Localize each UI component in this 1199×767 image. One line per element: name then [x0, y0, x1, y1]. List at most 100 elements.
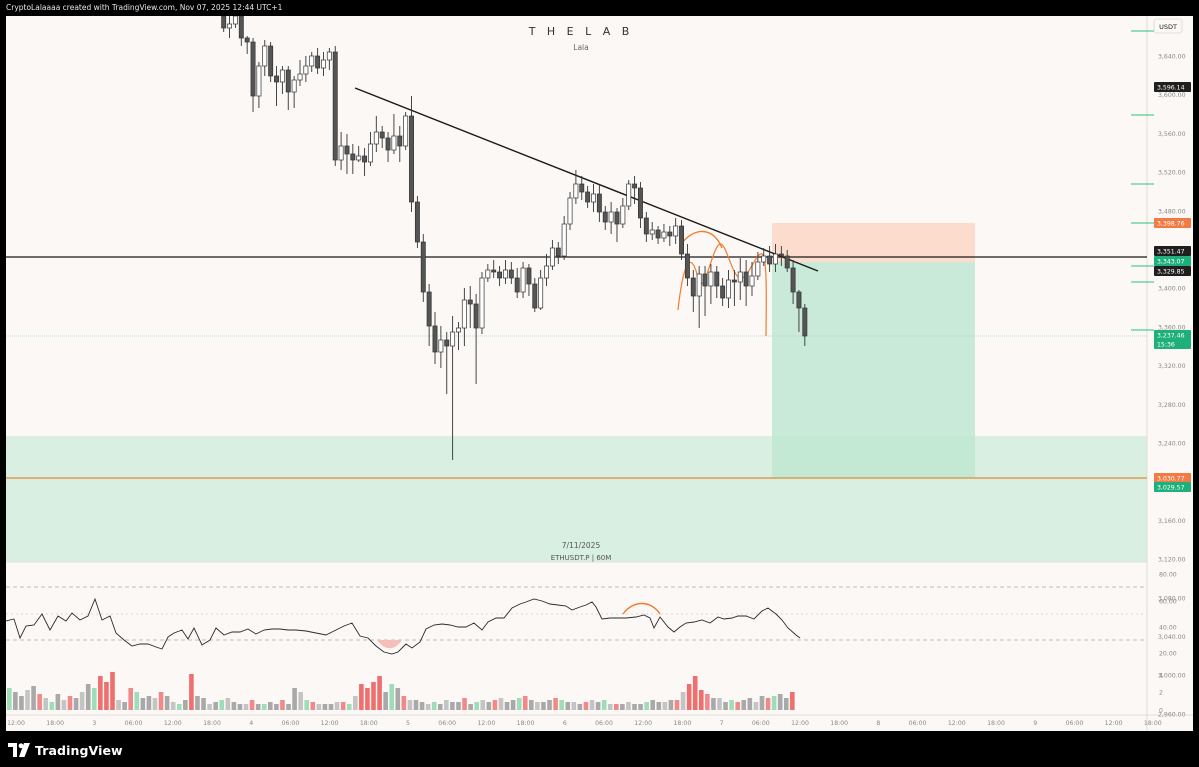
volume-bar: [656, 702, 662, 710]
candle-body: [614, 211, 620, 225]
candle-body: [561, 223, 567, 257]
candle-body: [350, 153, 356, 161]
candle-body: [643, 217, 649, 235]
volume-bar: [140, 698, 146, 710]
chart-canvas[interactable]: T H E L A B Lala 7/11/2025 ETHUSDT.P | 6…: [5, 14, 1193, 757]
currency-box[interactable]: [1153, 18, 1183, 34]
candle-body: [714, 271, 720, 287]
candle-body: [332, 51, 338, 161]
volume-bar: [456, 702, 461, 710]
time-axis[interactable]: 12:00 18:00 3 06:00 12:00 18:00 4 06:00 12:00 18:…: [7, 720, 1162, 727]
candle-body: [632, 183, 638, 189]
time-tick: 5: [406, 720, 410, 727]
price-label-text: 3,237.46: [1157, 333, 1185, 340]
price-label-box: [1154, 256, 1191, 266]
rsi-axis: 80.00 60.00 40.00 20.00: [1159, 572, 1177, 658]
candle-body: [497, 271, 503, 279]
candle-body: [620, 205, 626, 225]
orange-arc-drawing[interactable]: [681, 230, 723, 249]
volume-bar: [183, 700, 188, 710]
volume-bar: [522, 696, 528, 710]
candle-body: [426, 291, 432, 327]
time-tick: 12:00: [1105, 720, 1123, 727]
volume-bar: [365, 688, 370, 710]
volume-tick: 0: [1159, 708, 1163, 715]
volume-bar: [771, 696, 777, 710]
volume-bar: [668, 700, 674, 710]
time-tick: 18:00: [517, 720, 535, 727]
candle-body: [731, 279, 737, 283]
candle-body: [438, 339, 444, 353]
time-tick: 4: [249, 720, 253, 727]
time-tick: 12:00: [948, 720, 966, 727]
candle-body: [461, 299, 467, 329]
candle-body: [784, 255, 790, 269]
volume-tick: 2: [1159, 690, 1163, 697]
time-tick: 12:00: [634, 720, 652, 727]
candle-body: [520, 267, 526, 293]
volume-bar: [504, 702, 510, 710]
tradingview-brand: TradingView: [35, 742, 123, 758]
price-tick: 3,280.00: [1158, 402, 1186, 409]
candle-body: [344, 145, 350, 155]
candle-body: [796, 291, 802, 309]
tradingview-logo[interactable]: TradingView: [8, 741, 123, 759]
candle-body: [667, 231, 673, 237]
candle-body: [432, 325, 438, 353]
stop-loss-zone[interactable]: [772, 223, 975, 262]
candle-body: [696, 273, 702, 297]
volume-bar: [346, 704, 352, 710]
volume-bar: [316, 704, 322, 710]
candle-body: [373, 131, 379, 145]
volume-bar: [541, 702, 546, 710]
volume-bar: [705, 694, 710, 710]
price-label-box: [1154, 266, 1191, 276]
volume-bar: [377, 676, 382, 710]
volume-bar: [553, 698, 558, 710]
volume-bar: [790, 692, 795, 710]
price-label-box: [1154, 246, 1191, 256]
candle-body: [626, 183, 632, 207]
volume-tick: 4: [1159, 673, 1163, 680]
candle-body: [596, 193, 602, 213]
volume-series: [7, 672, 795, 710]
volume-bar: [559, 700, 564, 710]
volume-bar: [116, 700, 121, 710]
candle-body: [591, 193, 596, 203]
volume-bar: [571, 702, 577, 710]
chart-area[interactable]: T H E L A B Lala 7/11/2025 ETHUSDT.P | 6…: [5, 14, 1193, 757]
descending-trendline[interactable]: [354, 87, 819, 272]
candle-body: [737, 271, 743, 283]
volume-bar: [747, 698, 753, 710]
take-profit-zone[interactable]: [772, 262, 975, 478]
candle-body: [608, 211, 614, 223]
volume-bar: [607, 704, 613, 710]
volume-bar: [49, 702, 55, 710]
volume-bar: [729, 700, 734, 710]
volume-bar: [547, 700, 552, 710]
price-label-text: 3,343.07: [1157, 259, 1185, 266]
volume-bar: [383, 692, 388, 710]
time-tick: 18:00: [987, 720, 1005, 727]
candle-body: [526, 267, 532, 285]
volume-bar: [595, 702, 601, 710]
footer-bar: TradingView: [0, 731, 1199, 767]
volume-bar: [474, 702, 479, 710]
rsi-pane: [5, 586, 1147, 655]
price-tick: 3,640.00: [1158, 54, 1186, 61]
candle-body: [279, 69, 285, 83]
time-tick: 18:00: [673, 720, 691, 727]
candle-body: [391, 135, 397, 151]
price-tick: 3,000.00: [1158, 673, 1186, 680]
volume-bar: [692, 676, 698, 710]
volume-bar: [243, 704, 249, 710]
volume-bar: [146, 696, 152, 710]
time-tick: 06:00: [438, 720, 456, 727]
price-label-text: 15:36: [1157, 342, 1175, 349]
price-tick: 3,560.00: [1158, 131, 1186, 138]
volume-bar: [328, 704, 334, 710]
candle-body: [397, 135, 403, 147]
candle-body: [555, 247, 561, 257]
rsi-orange-arc[interactable]: [622, 602, 661, 615]
